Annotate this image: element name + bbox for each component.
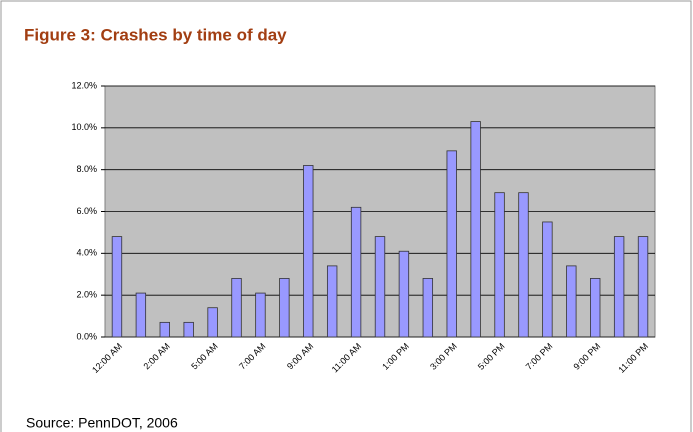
bar [326,265,338,338]
bar [374,236,386,338]
y-tick-label: 12.0% [71,80,97,90]
bar [398,250,410,338]
y-tick-label: 4.0% [76,248,97,258]
bar [231,278,242,338]
bar [207,307,218,338]
bar [111,236,123,338]
bar [279,278,290,338]
bar [542,221,553,338]
bar [518,192,529,338]
bar [350,206,362,338]
bar [255,292,266,338]
bar [613,236,625,338]
y-tick-label: 0.0% [76,331,97,341]
y-tick-label: 2.0% [76,290,97,300]
bar [135,292,147,338]
bar [303,165,314,338]
bar [446,150,457,338]
bar [470,121,481,338]
bar [183,321,194,338]
y-tick-label: 8.0% [76,164,97,174]
y-tick-label: 10.0% [71,122,97,132]
bar [159,321,170,338]
source: Source: PennDOT, 2006 [26,415,178,431]
bar [422,278,434,338]
bar [637,236,649,338]
bar [590,278,601,338]
chart-title: Figure 3: Crashes by time of day [24,25,287,44]
bar [566,265,577,338]
y-tick-label: 6.0% [76,206,97,216]
bar [494,192,505,338]
